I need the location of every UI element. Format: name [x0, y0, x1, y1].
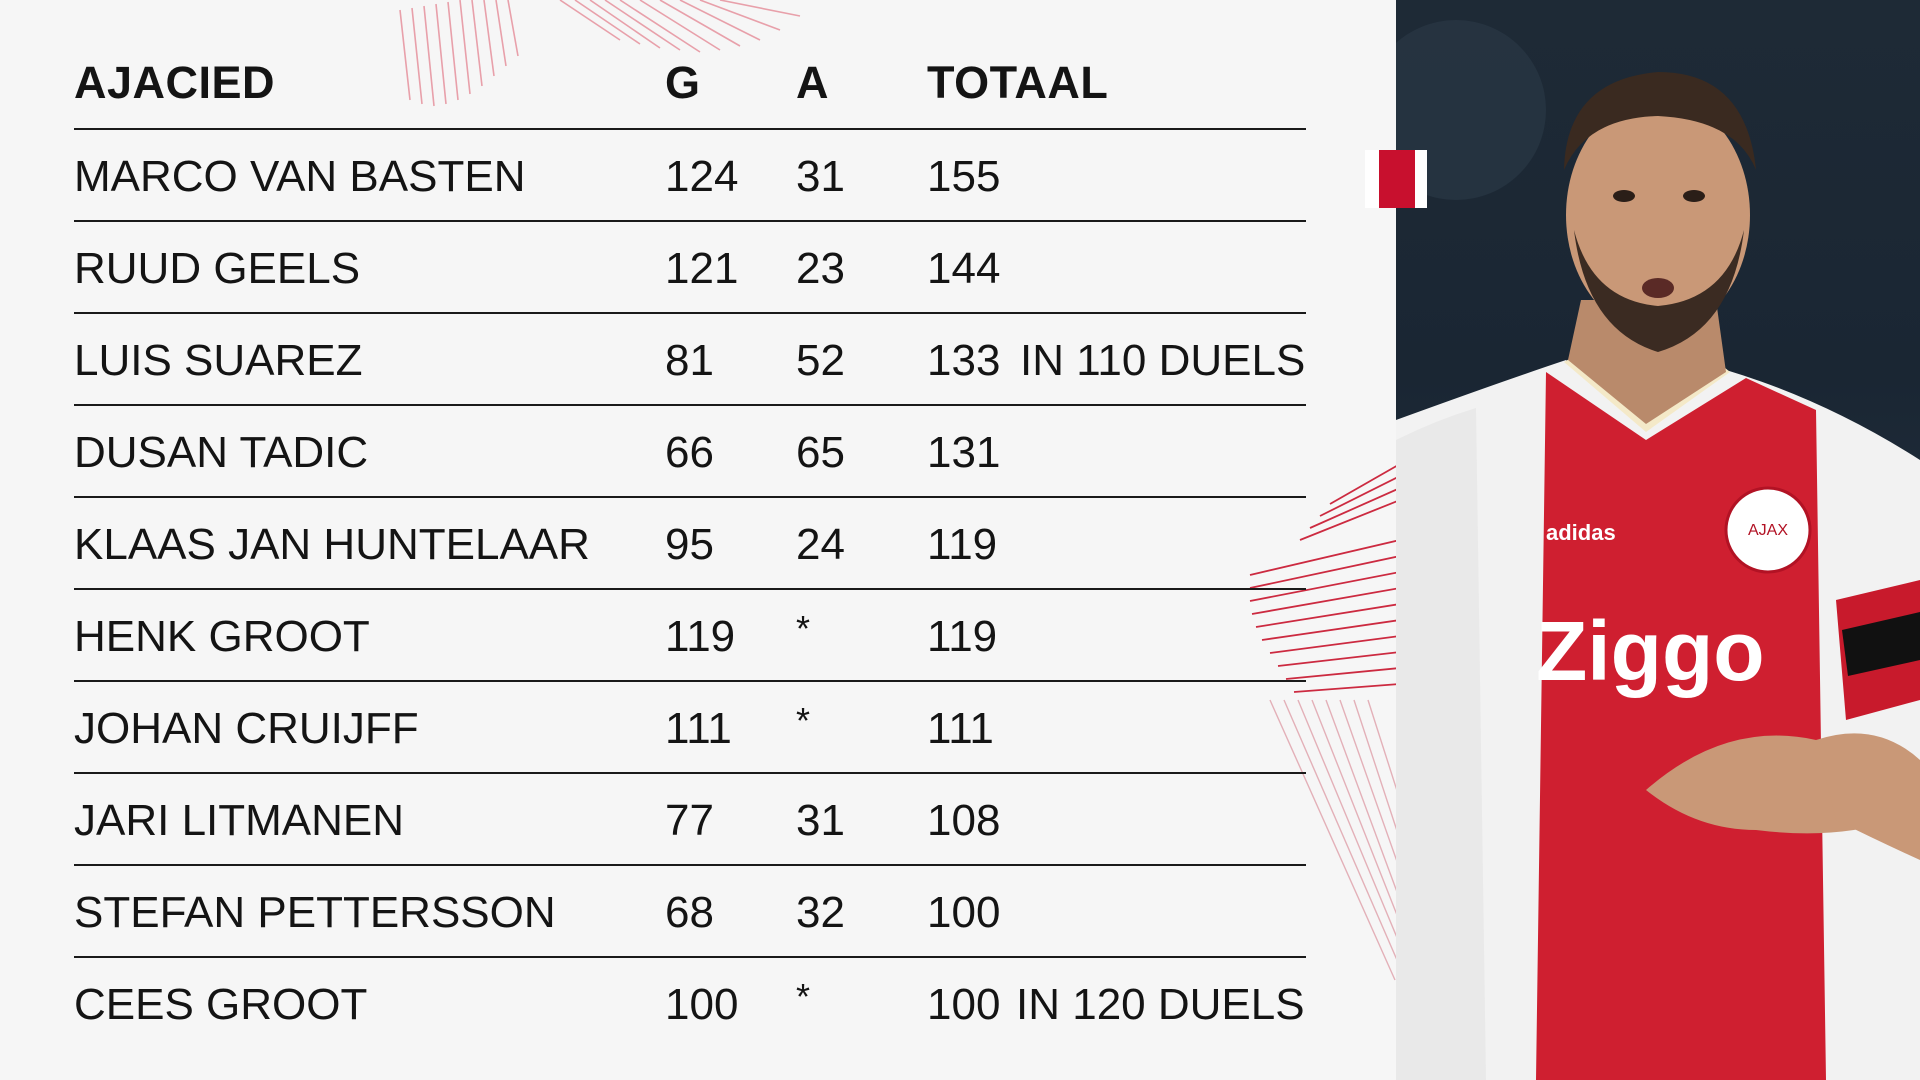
duels-note: IN 110 DUELS — [1020, 336, 1306, 385]
table-row: HENK GROOT 119 * 119 — [74, 590, 1306, 682]
table-header: AJACIED G A TOTAAL — [74, 58, 1306, 130]
player-name: HENK GROOT — [74, 612, 370, 661]
total-value: 100 — [927, 980, 1001, 1029]
header-player: AJACIED — [74, 57, 276, 108]
goals-value: 100 — [665, 980, 739, 1029]
total-value: 111 — [927, 704, 994, 753]
total-value: 119 — [927, 520, 998, 569]
goals-value: 124 — [665, 152, 739, 201]
flag-red-band — [1379, 150, 1415, 208]
player-name: STEFAN PETTERSSON — [74, 888, 556, 937]
header-assists: A — [796, 57, 829, 108]
player-name: CEES GROOT — [74, 980, 368, 1029]
assists-value: * — [796, 608, 811, 649]
table-row: CEES GROOT 100 * 100 IN 120 DUELS — [74, 958, 1306, 1048]
goals-value: 77 — [665, 796, 714, 845]
player-photo: AJAX adidas Ziggo — [1396, 0, 1920, 1080]
player-photo-illustration: AJAX adidas Ziggo — [1396, 20, 1920, 1080]
table-row: DUSAN TADIC 66 65 131 — [74, 406, 1306, 498]
header-goals: G — [665, 57, 701, 108]
total-value: 133 — [927, 336, 1001, 385]
goals-value: 66 — [665, 428, 714, 477]
assists-value: * — [796, 700, 811, 741]
player-name: JOHAN CRUIJFF — [74, 704, 419, 753]
goals-value: 81 — [665, 336, 714, 385]
table-row: KLAAS JAN HUNTELAAR 95 24 119 — [74, 498, 1306, 590]
duels-note: IN 120 DUELS — [1016, 980, 1305, 1029]
goals-value: 119 — [665, 612, 736, 661]
ajax-flag-accent — [1365, 150, 1427, 208]
assists-value: 24 — [796, 520, 845, 569]
table-row: STEFAN PETTERSSON 68 32 100 — [74, 866, 1306, 958]
total-value: 131 — [927, 428, 1001, 477]
total-value: 155 — [927, 152, 1001, 201]
assists-value: 23 — [796, 244, 845, 293]
assists-value: 31 — [796, 796, 845, 845]
assists-value: 32 — [796, 888, 845, 937]
player-name: DUSAN TADIC — [74, 428, 369, 477]
total-value: 108 — [927, 796, 1001, 845]
table-row: LUIS SUAREZ 81 52 133 IN 110 DUELS — [74, 314, 1306, 406]
crest-text: AJAX — [1748, 522, 1788, 539]
table-row: JARI LITMANEN 77 31 108 — [74, 774, 1306, 866]
player-name: KLAAS JAN HUNTELAAR — [74, 520, 590, 569]
assists-value: 31 — [796, 152, 845, 201]
table-row: MARCO VAN BASTEN 124 31 155 — [74, 130, 1306, 222]
flag-white-band — [1415, 150, 1427, 208]
total-value: 144 — [927, 244, 1001, 293]
player-name: RUUD GEELS — [74, 244, 361, 293]
table-row: JOHAN CRUIJFF 111 * 111 — [74, 682, 1306, 774]
goals-value: 95 — [665, 520, 714, 569]
header-total: TOTAAL — [927, 57, 1109, 108]
total-value: 119 — [927, 612, 998, 661]
player-name: JARI LITMANEN — [74, 796, 405, 845]
goals-value: 111 — [665, 704, 732, 753]
assists-value: 65 — [796, 428, 845, 477]
player-name: MARCO VAN BASTEN — [74, 152, 526, 201]
player-name: LUIS SUAREZ — [74, 336, 363, 385]
goals-value: 121 — [665, 244, 739, 293]
assists-value: 52 — [796, 336, 845, 385]
goals-value: 68 — [665, 888, 714, 937]
flag-white-band — [1365, 150, 1379, 208]
kit-sponsor: Ziggo — [1536, 604, 1765, 698]
assists-value: * — [796, 976, 811, 1017]
kit-brand: adidas — [1546, 520, 1616, 545]
total-value: 100 — [927, 888, 1001, 937]
table-row: RUUD GEELS 121 23 144 — [74, 222, 1306, 314]
